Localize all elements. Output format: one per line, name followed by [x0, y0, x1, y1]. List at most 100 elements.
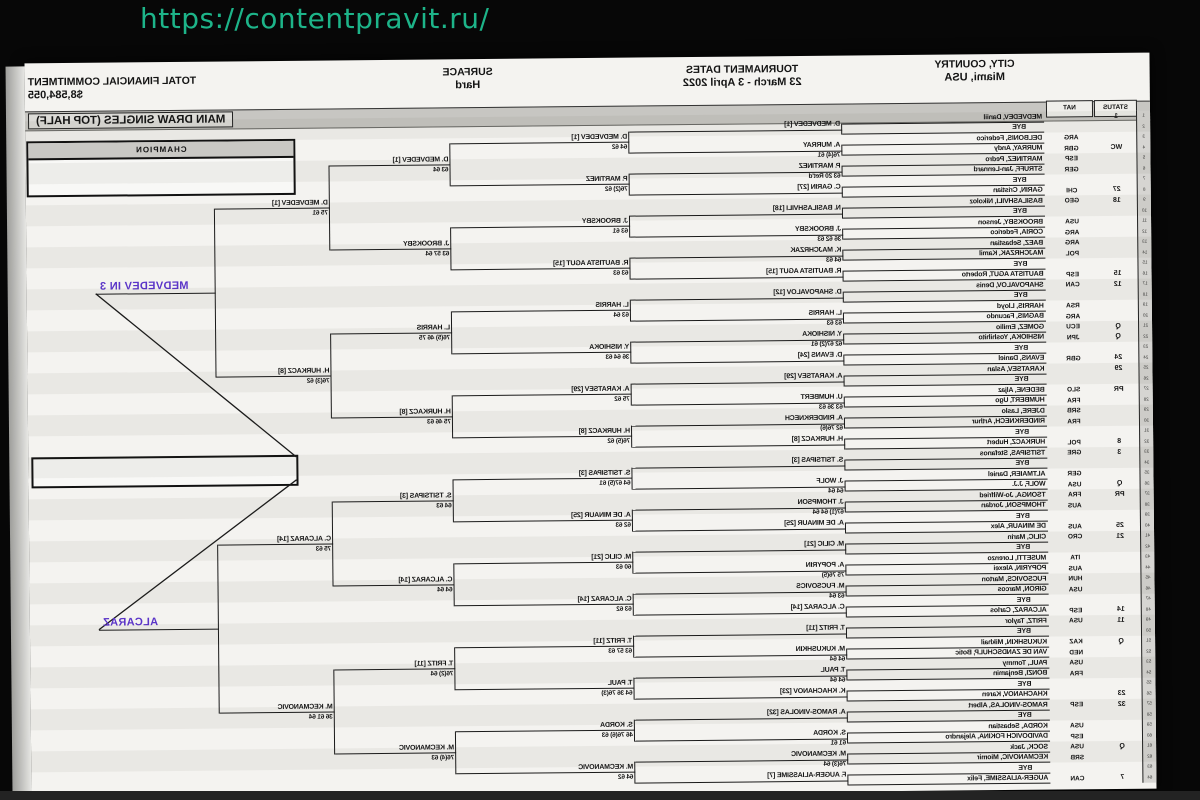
winner-name: S. KORDA [600, 721, 633, 729]
match-score: 76(3) 62 [306, 377, 330, 385]
player-name: HUMBERT, Ugo [995, 396, 1045, 405]
winner-name: P. MARTINEZ [585, 175, 628, 183]
bye-label: BYE [1012, 123, 1027, 131]
match-score: 75 46 63 [427, 418, 451, 426]
winner-name: R. BAUTISTA AGUT [15] [553, 259, 629, 268]
player-name: CILIC, Marin [1007, 533, 1047, 541]
player-nat: USA [1067, 480, 1082, 488]
player-status: 18 [1112, 196, 1121, 204]
player-status: 11 [1117, 616, 1125, 624]
player-name: WOLF, J.J. [1012, 480, 1046, 488]
player-name: PAUL, Tommy [1002, 659, 1048, 667]
player-name: DELBONIS, Federico [976, 134, 1043, 142]
winner-name: M. FUCSOVICS [796, 582, 845, 591]
player-status: 15 [1113, 269, 1122, 277]
player-nat: AUS [1067, 501, 1082, 509]
player-nat: USA [1069, 617, 1083, 625]
match-score: 64 62 [612, 143, 628, 151]
bye-label: BYE [1017, 627, 1032, 635]
player-nat: FRA [1067, 491, 1082, 499]
row-number: 62 [1147, 753, 1153, 759]
winner-name: A. DE MINAUR [25] [784, 519, 844, 528]
player-nat: FRA [1067, 417, 1081, 425]
player-nat: GRE [1067, 449, 1082, 457]
player-status: 8 [1117, 437, 1122, 445]
player-status: 23 [1117, 689, 1126, 697]
winner-name: J. BROOKSBY [795, 225, 842, 234]
match-score: 63 64 [829, 592, 845, 600]
winner-name: J. BROOKSBY [403, 240, 450, 248]
row-number: 53 [1146, 658, 1152, 664]
player-nat: ARG [1065, 239, 1080, 247]
row-number: 57 [1146, 700, 1152, 706]
row-number: 50 [1145, 627, 1152, 633]
player-status: 14 [1116, 605, 1125, 613]
player-name: BROOKSBY, Jenson [978, 218, 1044, 226]
player-status: 7 [1120, 773, 1125, 781]
player-nat: CRO [1067, 533, 1083, 541]
row-number: 38 [1144, 501, 1150, 507]
match-score: 63 63 [826, 319, 843, 327]
winner-name: T. FRITZ [11] [806, 624, 845, 633]
row-number: 26 [1143, 375, 1149, 381]
player-nat: USA [1068, 585, 1083, 593]
player-nat: NED [1069, 648, 1084, 656]
bye-label: BYE [1014, 344, 1029, 352]
bye-label: BYE [1013, 291, 1028, 299]
bye-label: BYE [1017, 711, 1032, 719]
winner-name: A. RAMOS-VINOLAS [32] [767, 708, 846, 717]
player-nat: ESP [1069, 606, 1083, 614]
bye-label: BYE [1016, 543, 1031, 551]
winner-name: J. BROOKSBY [581, 217, 629, 225]
row-number: 25 [1143, 364, 1149, 370]
player-name: FRITZ, Taylor [1005, 617, 1047, 625]
player-name: AUGER-ALIASSIME, Felix [967, 774, 1049, 783]
winner-name: J. THOMPSON [797, 498, 844, 507]
match-score: 62 76(6) [820, 424, 844, 433]
player-status: Q [1119, 742, 1125, 750]
winner-name: D. SHAPOVALOV [12] [773, 288, 842, 297]
match-score: 76(5) 62 [607, 437, 631, 445]
player-nat: USA [1065, 218, 1079, 226]
row-number: 30 [1143, 417, 1150, 423]
player-name: BEDENE, Aljaz [998, 386, 1045, 394]
row-number: 41 [1145, 532, 1151, 538]
row-number: 32 [1144, 438, 1150, 444]
match-score: 63 63 [613, 269, 629, 277]
row-number: 24 [1143, 354, 1149, 360]
winner-name: M. KUKUSHKIN [795, 645, 846, 654]
player-nat: POL [1067, 438, 1081, 446]
winner-name: M. CILIC [21] [804, 540, 845, 549]
player-nat: HUN [1068, 575, 1083, 583]
row-number: 33 [1144, 448, 1150, 454]
match-score: 76(3) 64 [823, 760, 847, 769]
final-connector-lines [95, 293, 297, 631]
player-status: Q [1116, 479, 1123, 487]
match-score: 36 64 63 [605, 353, 630, 361]
winner-name: D. MEDVEDEV [1] [272, 199, 328, 207]
player-name: GOMEZ, Emilio [996, 323, 1045, 331]
player-name: GARIN, Cristian [993, 186, 1043, 195]
match-score: 63 20 Ret'd [808, 172, 841, 181]
bye-label: BYE [1012, 176, 1027, 184]
player-name: RINDERKNECH, Arthur [971, 417, 1046, 426]
winner-name: T. FRITZ [11] [414, 660, 454, 668]
player-name: GIRON, Marcos [997, 585, 1047, 594]
player-status: WC [1110, 143, 1123, 151]
player-nat: SLO [1066, 386, 1081, 394]
player-status: 27 [1112, 185, 1121, 193]
winner-name: D. MEDVEDEV [1] [392, 156, 449, 164]
player-status: 32 [1117, 700, 1126, 708]
row-number: 61 [1147, 742, 1153, 748]
player-name: HARRIS, Lloyd [997, 302, 1044, 310]
winner-name: D. EVANS [24] [797, 351, 843, 360]
bye-label: BYE [1014, 375, 1029, 383]
row-number: 15 [1142, 259, 1148, 265]
player-nat: ITA [1070, 554, 1081, 562]
row-number: 10 [1141, 207, 1147, 213]
match-score: 64 63 [826, 256, 842, 264]
winner-name: M. KECMANOVIC [277, 703, 333, 711]
match-score: 67(1) 64 64 [812, 508, 844, 517]
winner-name: A. POPYRIN [805, 561, 845, 570]
